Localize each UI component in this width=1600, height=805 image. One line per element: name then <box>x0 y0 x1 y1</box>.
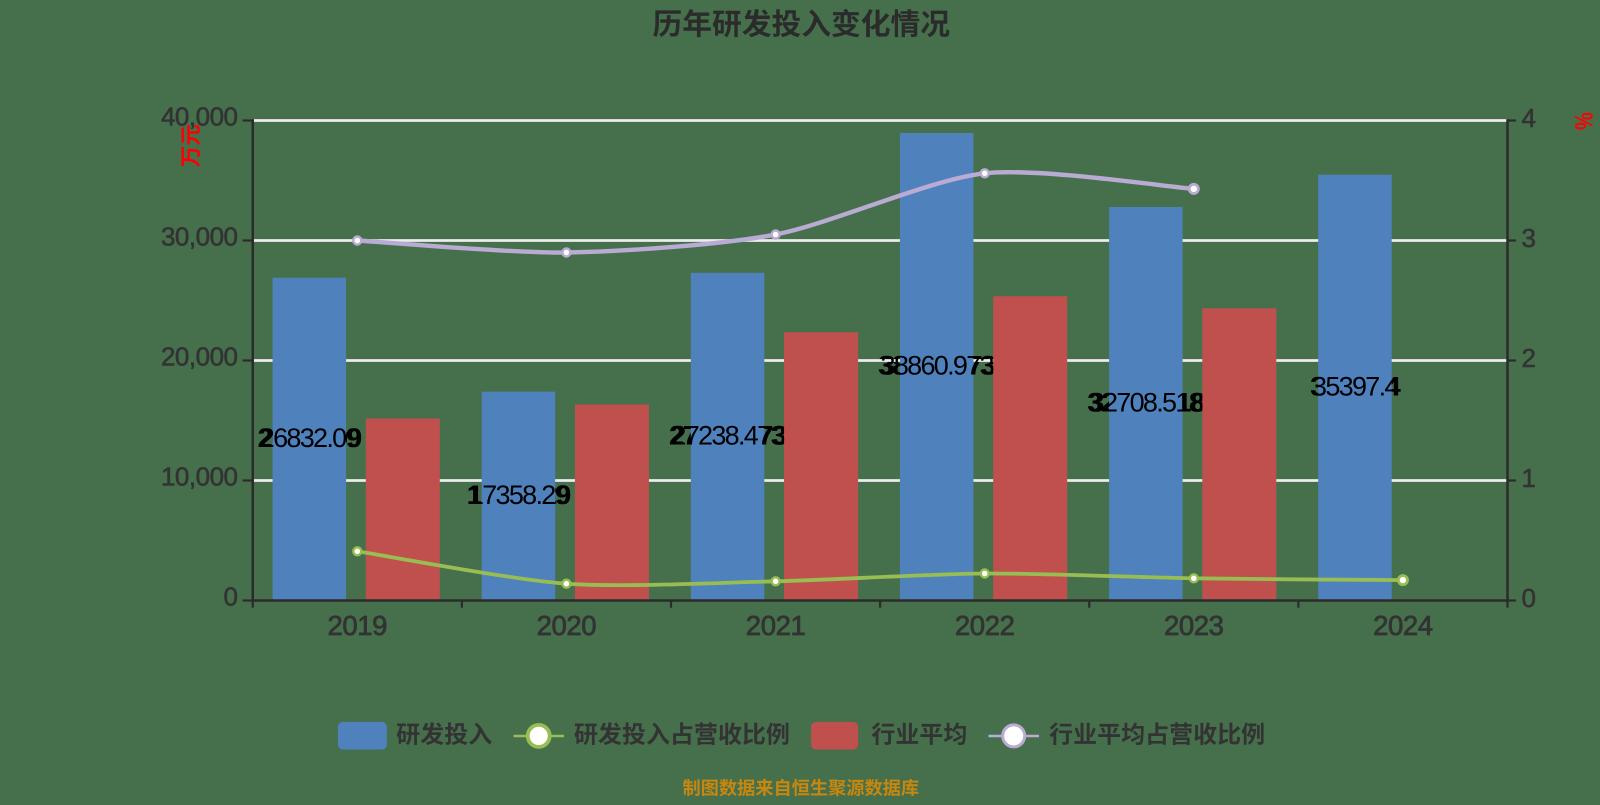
svg-text:35397.4: 35397.4 <box>1312 371 1399 401</box>
svg-text:%: % <box>1569 112 1598 130</box>
svg-text:26832.09: 26832.09 <box>260 423 360 453</box>
svg-text:2022: 2022 <box>955 610 1015 641</box>
svg-text:3: 3 <box>1522 223 1536 253</box>
svg-text:20,000: 20,000 <box>161 341 238 371</box>
svg-text:2019: 2019 <box>328 610 388 641</box>
svg-text:2020: 2020 <box>537 610 597 641</box>
svg-text:38860.973: 38860.973 <box>881 351 994 381</box>
svg-text:2021: 2021 <box>746 610 806 641</box>
svg-text:0: 0 <box>1522 583 1536 613</box>
svg-text:30,000: 30,000 <box>161 221 238 251</box>
svg-text:32708.518: 32708.518 <box>1090 388 1203 418</box>
svg-text:1: 1 <box>1522 463 1536 493</box>
svg-text:27238.473: 27238.473 <box>671 421 784 451</box>
svg-text:40,000: 40,000 <box>161 101 238 131</box>
svg-text:2: 2 <box>1522 343 1536 373</box>
svg-text:10,000: 10,000 <box>161 461 238 491</box>
svg-text:4: 4 <box>1522 103 1536 133</box>
svg-text:0: 0 <box>224 581 238 611</box>
svg-text:17358.29: 17358.29 <box>469 480 569 510</box>
svg-text:2023: 2023 <box>1164 610 1224 641</box>
svg-text:2024: 2024 <box>1373 610 1433 641</box>
